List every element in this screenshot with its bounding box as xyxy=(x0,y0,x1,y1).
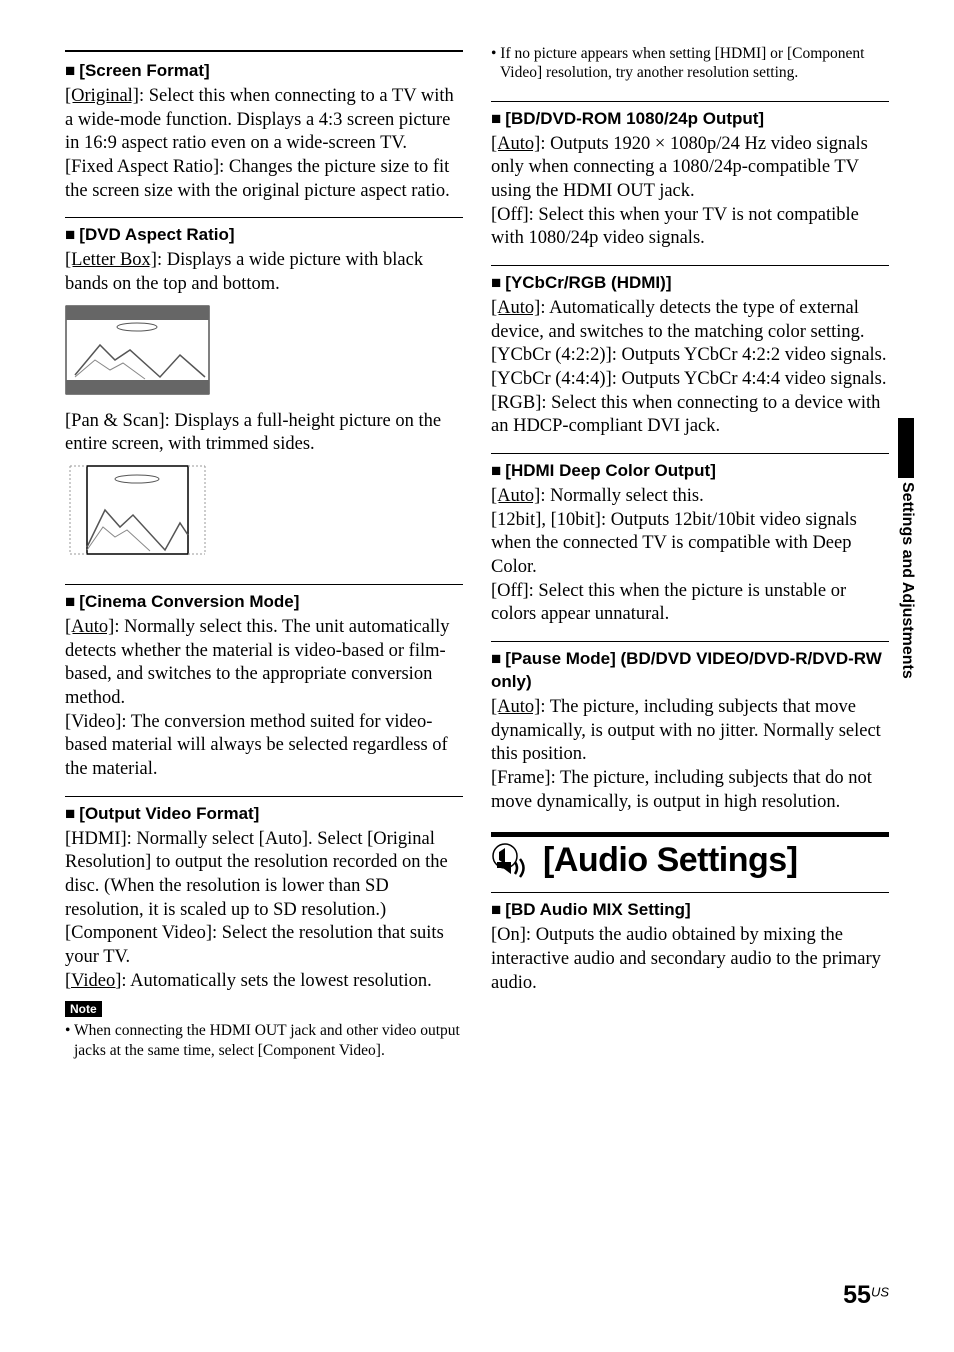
text-hdmi: [HDMI]: Normally select [Auto]. Select [… xyxy=(65,828,463,923)
side-tab-label: Settings and Adjustments xyxy=(898,482,916,679)
section-cinema: ■[Cinema Conversion Mode] [Auto]: Normal… xyxy=(65,591,463,782)
section-deep-color: ■[HDMI Deep Color Output] [Auto]: Normal… xyxy=(491,460,889,627)
text-screen-format-fixed: [Fixed Aspect Ratio]: Changes the pictur… xyxy=(65,156,463,203)
text-bdaudio-on: [On]: Outputs the audio obtained by mixi… xyxy=(491,924,889,995)
section-pause-mode: ■[Pause Mode] (BD/DVD VIDEO/DVD-R/DVD-RW… xyxy=(491,648,889,814)
heading-bd-audio-mix: [BD Audio MIX Setting] xyxy=(505,900,690,919)
text-cinema-auto: [Auto]: Normally select this. The unit a… xyxy=(65,616,463,711)
text-component: [Component Video]: Select the resolution… xyxy=(65,922,463,969)
text-deepcolor-auto: [Auto]: Normally select this. xyxy=(491,485,889,509)
text-ycbcr-444: [YCbCr (4:4:4)]: Outputs YCbCr 4:4:4 vid… xyxy=(491,368,889,392)
heading-deep-color: [HDMI Deep Color Output] xyxy=(505,461,716,480)
note-label: Note xyxy=(65,1001,102,1017)
side-tab: Settings and Adjustments xyxy=(898,418,916,679)
heading-output-video: [Output Video Format] xyxy=(79,804,259,823)
letterbox-illustration xyxy=(65,305,210,395)
text-panscan: [Pan & Scan]: Displays a full-height pic… xyxy=(65,410,463,457)
section-bd-1080: ■[BD/DVD-ROM 1080/24p Output] [Auto]: Ou… xyxy=(491,108,889,251)
heading-bd-1080: [BD/DVD-ROM 1080/24p Output] xyxy=(505,109,764,128)
page-number: 55US xyxy=(843,1281,889,1310)
heading-cinema: [Cinema Conversion Mode] xyxy=(79,592,299,611)
heading-screen-format: [Screen Format] xyxy=(79,61,209,80)
text-cinema-video: [Video]: The conversion method suited fo… xyxy=(65,711,463,782)
heading-dvd-aspect: [DVD Aspect Ratio] xyxy=(79,225,234,244)
text-deepcolor-bits: [12bit], [10bit]: Outputs 12bit/10bit vi… xyxy=(491,509,889,580)
section-dvd-aspect: ■[DVD Aspect Ratio] [Letter Box]: Displa… xyxy=(65,224,463,570)
text-deepcolor-off: [Off]: Select this when the picture is u… xyxy=(491,580,889,627)
text-screen-format-original: [Original]: Select this when connecting … xyxy=(65,85,463,156)
section-ycbcr: ■[YCbCr/RGB (HDMI)] [Auto]: Automaticall… xyxy=(491,272,889,439)
section-output-video: ■[Output Video Format] [HDMI]: Normally … xyxy=(65,803,463,1060)
note-hdmi-out: • When connecting the HDMI OUT jack and … xyxy=(65,1021,463,1060)
note-no-picture: • If no picture appears when setting [HD… xyxy=(491,44,889,83)
text-ycbcr-422: [YCbCr (4:2:2)]: Outputs YCbCr 4:2:2 vid… xyxy=(491,344,889,368)
audio-settings-heading-row: [Audio Settings] xyxy=(491,841,889,880)
text-ycbcr-auto: [Auto]: Automatically detects the type o… xyxy=(491,297,889,344)
heading-audio-settings: [Audio Settings] xyxy=(543,841,798,880)
text-pause-auto: [Auto]: The picture, including subjects … xyxy=(491,696,889,767)
text-letterbox: [Letter Box]: Displays a wide picture wi… xyxy=(65,249,463,296)
left-column: ■[Screen Format] [Original]: Select this… xyxy=(65,40,463,1074)
text-pause-frame: [Frame]: The picture, including subjects… xyxy=(491,767,889,814)
panscan-illustration xyxy=(65,465,210,555)
section-bd-audio-mix: ■[BD Audio MIX Setting] [On]: Outputs th… xyxy=(491,899,889,995)
heading-ycbcr: [YCbCr/RGB (HDMI)] xyxy=(505,273,671,292)
side-tab-marker xyxy=(898,418,914,478)
audio-settings-icon xyxy=(491,842,533,880)
text-bd1080-off: [Off]: Select this when your TV is not c… xyxy=(491,204,889,251)
section-screen-format: ■[Screen Format] [Original]: Select this… xyxy=(65,60,463,203)
text-video-lowest: [Video]: Automatically sets the lowest r… xyxy=(65,970,463,994)
heading-pause-mode: [Pause Mode] (BD/DVD VIDEO/DVD-R/DVD-RW … xyxy=(491,649,882,691)
text-ycbcr-rgb: [RGB]: Select this when connecting to a … xyxy=(491,392,889,439)
text-bd1080-auto: [Auto]: Outputs 1920 × 1080p/24 Hz video… xyxy=(491,133,889,204)
right-column: • If no picture appears when setting [HD… xyxy=(491,40,889,1074)
